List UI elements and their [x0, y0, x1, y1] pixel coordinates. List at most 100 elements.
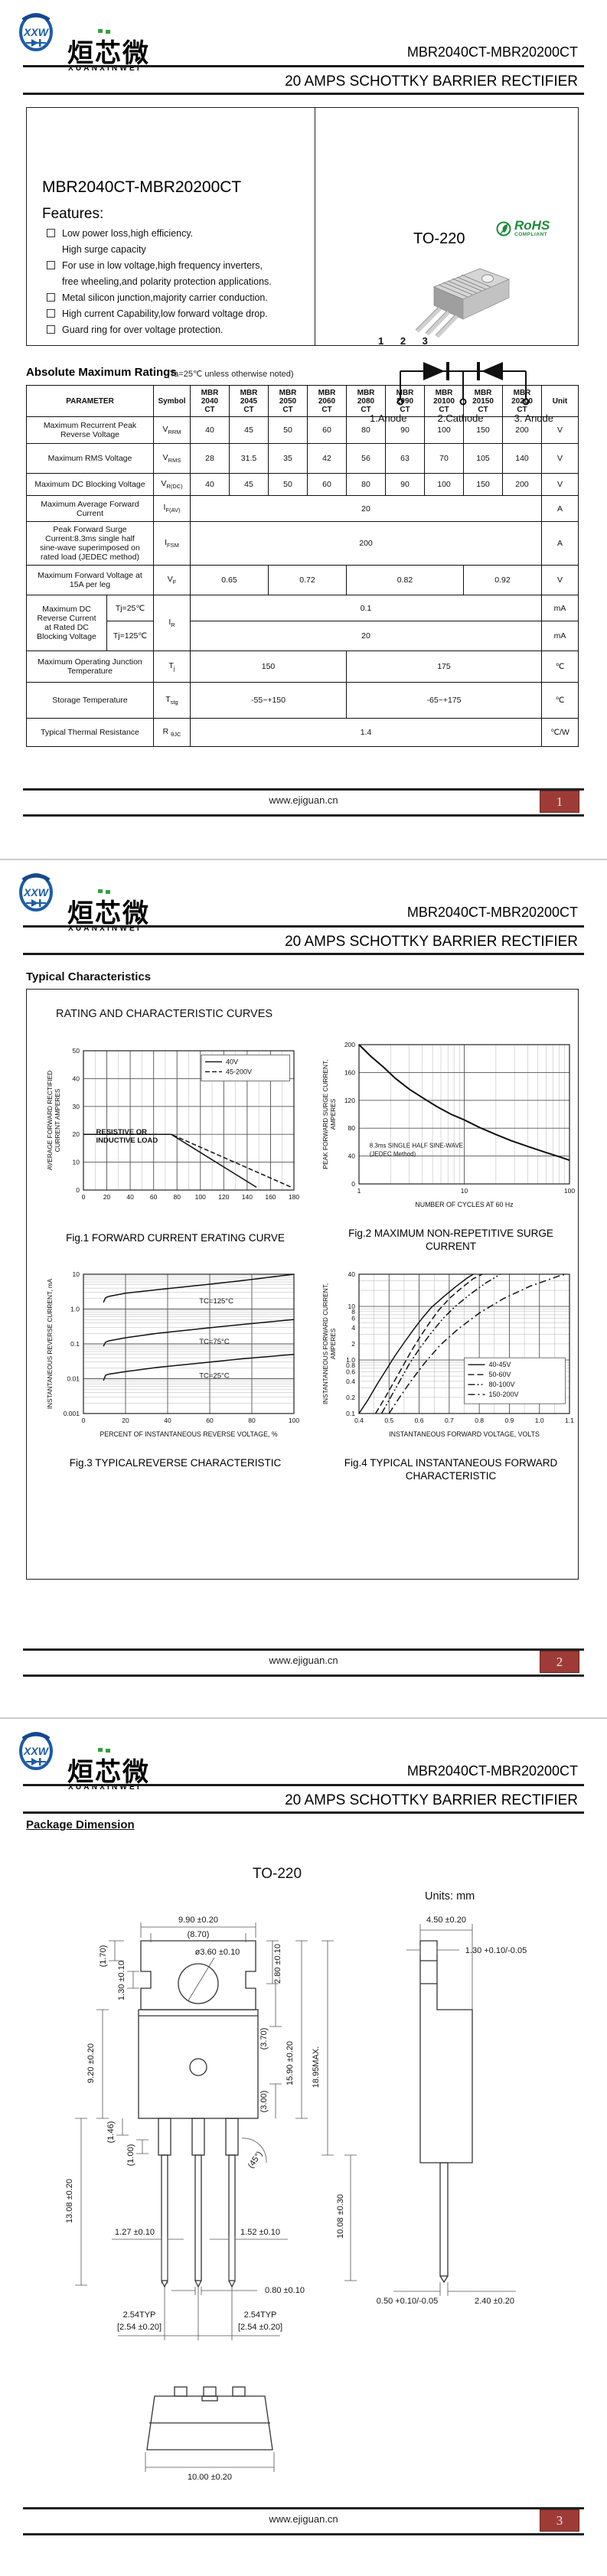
company-logo: XXW 烜芯微 XUANXINWEI — [18, 12, 248, 73]
table-row: Maximum DC Blocking Voltage VR(DC) 40 45 50 6… — [26, 473, 579, 496]
dimension-labels: 9.90 ±0.20 (8.70) ø3.60 ±0.10 (1.70) 1.30 ±0… — [65, 1916, 527, 2482]
ratings-cell: MBR 20200 CT — [502, 385, 542, 417]
header-rule — [23, 65, 584, 67]
svg-text:80: 80 — [173, 1193, 181, 1201]
header-rule — [23, 953, 584, 955]
ratings-cell: 70 — [424, 443, 464, 474]
ratings-cell: 0.82 — [346, 565, 464, 595]
svg-text:20: 20 — [73, 1130, 80, 1138]
package-bottom-view — [146, 2386, 273, 2450]
svg-text:0.6: 0.6 — [415, 1417, 424, 1424]
ratings-cell: MBR 20100 CT — [424, 385, 464, 417]
svg-text:200: 200 — [344, 1041, 355, 1048]
footer-rule — [23, 2533, 584, 2535]
svg-text:0.7: 0.7 — [445, 1417, 454, 1424]
svg-text:0.1: 0.1 — [70, 1340, 80, 1348]
svg-text:40: 40 — [126, 1193, 134, 1201]
table-row: Storage Temperature Tstg -55~+150 -65~+175 ℃ — [26, 682, 579, 719]
feature-item-line: For use in low voltage,high frequency in… — [47, 261, 307, 271]
checkbox-icon — [47, 309, 55, 318]
svg-text:8: 8 — [351, 1308, 355, 1316]
dim-label: (1.46) — [106, 2121, 116, 2144]
ratings-cell: IFSM — [153, 521, 191, 566]
ratings-cell: Typical Thermal Resistance — [26, 718, 154, 747]
part-range-title: MBR2040CT-MBR20200CT — [406, 1763, 578, 1779]
table-row: Peak Forward Surge Current:8.3ms single … — [26, 521, 579, 566]
figure-3: 0 20 40 60 80 100 10 1.0 0.1 0.01 0.001 TC=125°C TC=… — [45, 1267, 305, 1469]
svg-text:TC=125°C: TC=125°C — [199, 1297, 233, 1306]
svg-text:45-200V: 45-200V — [226, 1068, 252, 1075]
svg-text:30: 30 — [73, 1103, 80, 1110]
ratings-cell: mA — [541, 595, 579, 621]
dim-label: (8.70) — [188, 1930, 210, 1939]
ratings-cell: IR — [153, 595, 191, 651]
svg-text:0.8: 0.8 — [346, 1361, 355, 1369]
svg-text:10: 10 — [461, 1187, 468, 1195]
ratings-cell: 80 — [346, 416, 386, 444]
package-dimension-drawing: 9.90 ±0.20 (8.70) ø3.60 ±0.10 (1.70) 1.30 ±0… — [65, 1916, 527, 2482]
dim-label: 0.50 +0.10/-0.05 — [377, 2297, 438, 2306]
header-rule — [23, 93, 584, 95]
brand-name-zh: 烜芯微 — [67, 1758, 150, 1787]
svg-text:120: 120 — [344, 1097, 355, 1104]
dim-label: 9.90 ±0.20 — [178, 1916, 218, 1925]
svg-text:100: 100 — [195, 1193, 206, 1201]
footer-rule — [23, 2507, 584, 2509]
svg-text:PEAK FORWARD SURGE CURRENT,: PEAK FORWARD SURGE CURRENT, — [321, 1060, 329, 1169]
ratings-cell: PARAMETER — [26, 385, 154, 417]
svg-text:TC=25°C: TC=25°C — [199, 1372, 230, 1381]
svg-text:0.001: 0.001 — [64, 1410, 80, 1417]
package-name: TO-220 — [413, 230, 465, 247]
svg-text:180: 180 — [289, 1193, 299, 1201]
company-logo: XXW 烜芯微 XUANXINWEI — [18, 872, 248, 933]
fig3-svg: 0 20 40 60 80 100 10 1.0 0.1 0.01 0.001 TC=125°C TC=… — [46, 1270, 299, 1438]
rohs-badge: RoHS COMPLIANT — [495, 218, 550, 238]
ratings-cell: 150 — [190, 651, 347, 683]
table-row: Maximum Forward Voltage at 15A per leg VF… — [26, 565, 579, 595]
svg-text:10: 10 — [73, 1270, 80, 1278]
svg-text:0: 0 — [82, 1417, 86, 1424]
ratings-cell: V — [541, 473, 579, 496]
doc-subtitle: 20 AMPS SCHOTTKY BARRIER RECTIFIER — [285, 1792, 578, 1808]
ratings-cell: 40 — [190, 416, 230, 444]
table-row: Maximum Recurrent Peak Reverse Voltage VR… — [26, 416, 579, 444]
ratings-cell: 0.72 — [268, 565, 347, 595]
ratings-cell: 200 — [502, 473, 542, 496]
ratings-cell: MBR 2045 CT — [229, 385, 269, 417]
ratings-note: (Ta=25℃ unless otherwise noted) — [167, 370, 294, 379]
ratings-cell: 42 — [307, 443, 347, 474]
doc-subtitle: 20 AMPS SCHOTTKY BARRIER RECTIFIER — [285, 934, 578, 950]
checkbox-icon — [47, 229, 55, 237]
svg-text:INSTANTANEOUS FORWARD CURRENT,: INSTANTANEOUS FORWARD CURRENT, — [321, 1283, 329, 1404]
dim-label: 9.20 ±0.20 — [86, 2043, 96, 2083]
feature-item-line: Metal silicon junction,majority carrier … — [47, 293, 307, 303]
curves-panel: RATING AND CHARACTERISTIC CURVES 0 20 40 60… — [26, 989, 579, 1580]
ratings-cell: 200 — [190, 521, 542, 566]
rohs-label: RoHS — [514, 218, 550, 233]
ratings-cell: 20 — [190, 621, 542, 651]
ratings-cell: Tj — [153, 651, 191, 683]
svg-text:20: 20 — [103, 1193, 111, 1201]
figure-4: 0.4 0.5 0.6 0.7 0.8 0.9 1.0 1.1 0.1 0.2 0.4 0.6 0.8 1… — [321, 1267, 581, 1482]
ratings-cell: ℃ — [541, 651, 579, 683]
ratings-cell: Unit — [541, 385, 579, 417]
table-row: Typical Thermal Resistance R θJC 1.4 ℃/W — [26, 718, 579, 747]
svg-text:1.0: 1.0 — [346, 1356, 355, 1364]
ratings-cell: V — [541, 416, 579, 444]
ratings-table: PARAMETER Symbol MBR 2040 CT MBR 2045 CT MBR… — [26, 385, 579, 747]
ratings-cell: -65~+175 — [346, 682, 542, 719]
ratings-cell: Maximum Recurrent Peak Reverse Voltage — [26, 416, 154, 444]
svg-text:80: 80 — [248, 1417, 256, 1424]
ratings-cell: 80 — [346, 473, 386, 496]
ratings-title: Absolute Maximum Ratings — [26, 366, 177, 379]
svg-text:PERCENT OF INSTANTANEOUS REVER: PERCENT OF INSTANTANEOUS REVERSE VOLTAGE… — [100, 1430, 278, 1438]
logo-green-accent — [98, 29, 103, 33]
ratings-cell: MBR 2040 CT — [190, 385, 230, 417]
fig1-chart: 0 20 40 60 80 100 120 140 160 180 0 10 20 30 40 50 40V 45… — [45, 1043, 305, 1212]
footer-rule — [23, 1674, 584, 1677]
svg-text:4: 4 — [351, 1324, 355, 1332]
ratings-cell: Maximum Average Forward Current — [26, 495, 154, 522]
dim-label: 1.30 ±0.10 — [117, 1961, 126, 2000]
svg-text:NUMBER OF CYCLES AT 60 Hz: NUMBER OF CYCLES AT 60 Hz — [415, 1201, 513, 1208]
logo-green-accent — [98, 889, 103, 893]
